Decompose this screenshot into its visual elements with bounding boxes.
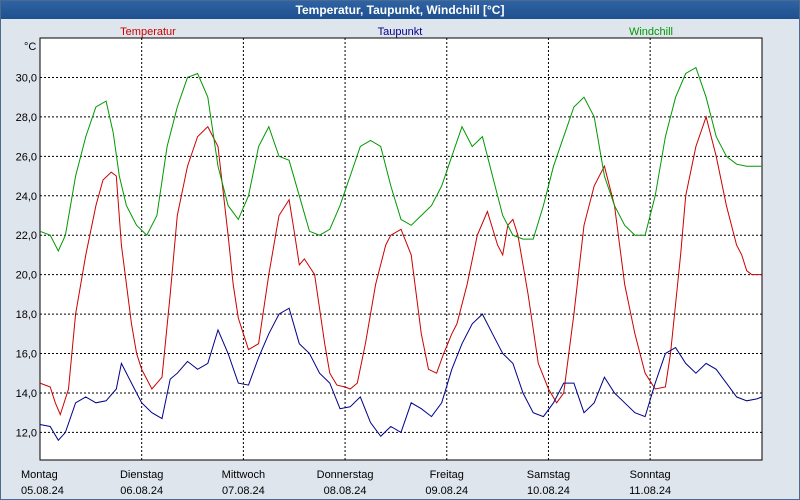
x-tick-date: 09.08.24 (425, 485, 468, 497)
x-tick-day: Freitag (430, 469, 464, 481)
x-tick-labels: Montag 05.08.24 Dienstag 06.08.24 Mittwoch 07… (21, 469, 671, 497)
x-tick-date: 07.08.24 (222, 485, 265, 497)
x-tick-day: Dienstag (120, 469, 163, 481)
chart-title: Temperatur, Taupunkt, Windchill [°C] (1, 1, 799, 19)
y-axis-unit: °C (24, 41, 36, 53)
y-tick-label: 14,0 (16, 388, 37, 400)
y-tick-label: 18,0 (16, 309, 37, 321)
x-tick-date: 06.08.24 (120, 485, 163, 497)
x-tick-day: Donnerstag (317, 469, 374, 481)
x-tick-date: 11.08.24 (629, 485, 671, 497)
y-tick-label: 12,0 (16, 427, 37, 439)
y-tick-label: 28,0 (16, 112, 37, 124)
y-tick-label: 24,0 (16, 191, 37, 203)
legend-windchill: Windchill (629, 26, 673, 38)
x-tick-date: 05.08.24 (21, 485, 64, 497)
x-tick-day: Mittwoch (222, 469, 265, 481)
y-tick-label: 22,0 (16, 230, 37, 242)
legend: Temperatur Taupunkt Windchill (120, 26, 673, 38)
x-tick-date: 08.08.24 (324, 485, 367, 497)
x-tick-day: Montag (21, 469, 58, 481)
y-tick-labels: 12,0 14,0 16,0 18,0 20,0 22,0 24,0 26,0 28,0 30,0 (16, 72, 37, 439)
x-tick-day: Sonntag (630, 469, 671, 481)
series-lines (39, 66, 763, 442)
plot-area (39, 37, 763, 461)
legend-taupunkt: Taupunkt (378, 26, 423, 38)
y-tick-label: 16,0 (16, 349, 37, 361)
series-line-taupunkt (39, 307, 763, 442)
x-tick-date: 10.08.24 (527, 485, 570, 497)
legend-temperatur: Temperatur (120, 26, 176, 38)
series-line-windchill (39, 66, 762, 253)
series-line-temperatur (39, 115, 762, 417)
y-tick-label: 26,0 (16, 151, 37, 163)
x-tick-day: Samstag (527, 469, 570, 481)
y-tick-label: 30,0 (16, 72, 37, 84)
y-tick-label: 20,0 (16, 270, 37, 282)
